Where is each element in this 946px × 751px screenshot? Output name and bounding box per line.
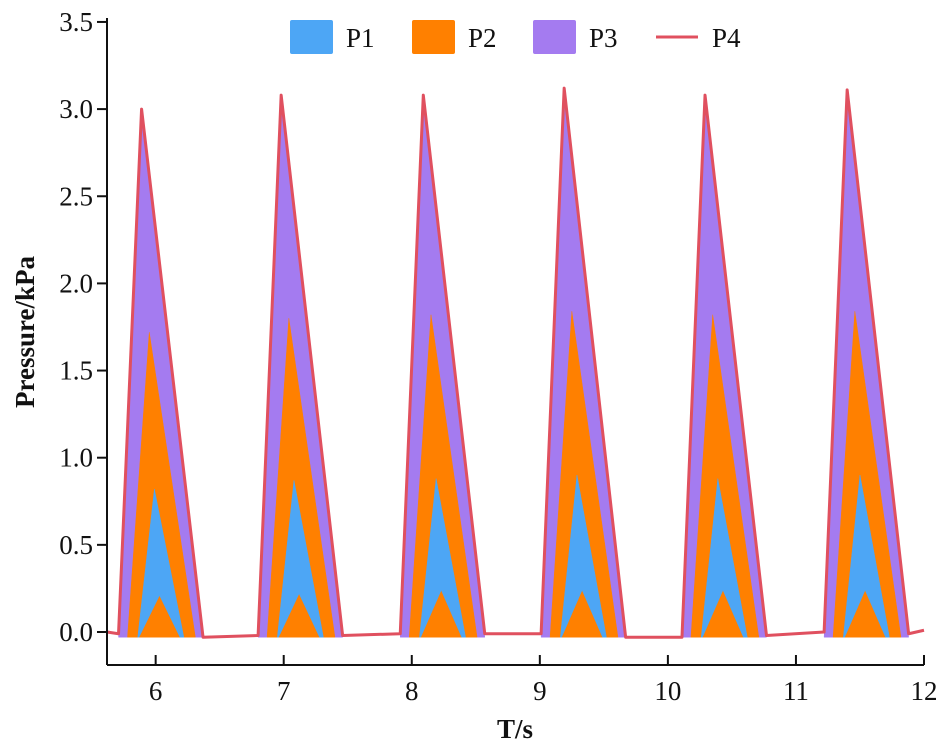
legend-label: P4 <box>712 23 741 53</box>
x-axis-title: T/s <box>497 714 533 744</box>
area-p1-peak-6 <box>843 475 890 638</box>
x-tick-label: 10 <box>654 676 681 706</box>
area-p2-peak-1 <box>127 332 196 638</box>
area-p1-peak-4 <box>560 475 607 638</box>
area-p2-peak-3 <box>408 314 478 638</box>
x-tick-label: 8 <box>405 676 419 706</box>
plot-areas <box>106 86 925 639</box>
area-p1-peak-5 <box>700 478 748 638</box>
legend-item-p2: P2 <box>412 20 497 54</box>
y-tick-label: 2.5 <box>59 181 93 211</box>
y-tick-label: 0.0 <box>59 617 93 647</box>
legend-swatch <box>290 20 333 54</box>
axes: 0.0 0.5 1.0 1.5 2.0 2.5 3.0 3.5 6 7 8 9 10 11 12 <box>59 7 937 706</box>
legend-swatch <box>412 20 455 54</box>
area-p2-peak-5 <box>690 314 760 638</box>
legend-label: P2 <box>468 23 497 53</box>
y-tick-label: 1.0 <box>59 443 93 473</box>
legend-label: P1 <box>346 23 375 53</box>
legend-item-p3: P3 <box>533 20 618 54</box>
line-p4 <box>106 86 925 639</box>
area-p1-peak-2 <box>277 480 324 638</box>
legend-label: P3 <box>589 23 618 53</box>
y-tick-label: 1.5 <box>59 356 93 386</box>
y-tick-label: 0.5 <box>59 530 93 560</box>
area-p1-peak-1 <box>137 489 185 638</box>
legend-swatch <box>533 20 576 54</box>
y-axis-title: Pressure/kPa <box>10 256 40 408</box>
area-p2-peak-6 <box>832 311 902 638</box>
x-tick-label: 6 <box>149 676 163 706</box>
legend-item-p1: P1 <box>290 20 375 54</box>
x-tick-label: 9 <box>533 676 547 706</box>
y-tick-label: 3.5 <box>59 7 93 37</box>
area-p1-peak-3 <box>419 478 466 638</box>
area-p2-peak-2 <box>266 318 336 638</box>
area-p2-peak-4 <box>549 311 619 638</box>
y-tick-label: 2.0 <box>59 268 93 298</box>
y-tick-label: 3.0 <box>59 94 93 124</box>
x-tick-label: 11 <box>783 676 809 706</box>
legend: P1 P2 P3 P4 <box>290 20 741 54</box>
x-tick-label: 12 <box>911 676 938 706</box>
x-tick-label: 7 <box>277 676 291 706</box>
legend-item-p4: P4 <box>656 23 741 53</box>
